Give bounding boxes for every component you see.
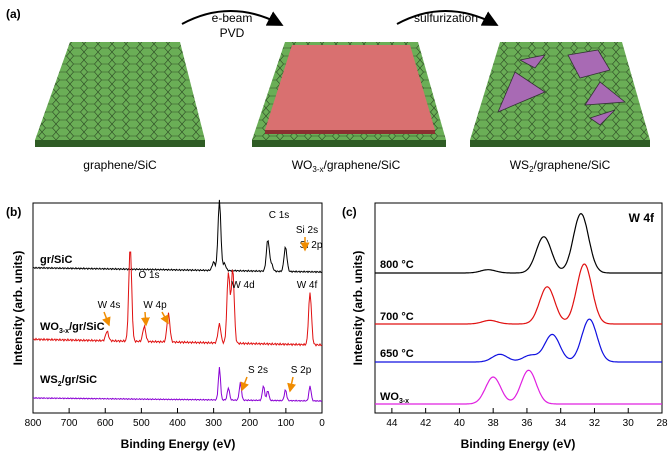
- hr-trace: [375, 212, 662, 274]
- ws2-graphene-sheet: [470, 42, 650, 147]
- peak-label-w4p: W 4p: [143, 300, 167, 311]
- xtick-label-b: 700: [61, 418, 78, 429]
- peak-label-si2s: Si 2s: [296, 225, 318, 236]
- xtick-label-b: 100: [278, 418, 295, 429]
- peak-arrows: [102, 237, 310, 393]
- xtick-label-b: 300: [205, 418, 222, 429]
- hr-trace: [375, 263, 662, 325]
- arrow-w4p-1: [140, 311, 150, 327]
- step1-line1: e-beam: [212, 11, 253, 25]
- trace-label-700: 700 °C: [380, 311, 414, 323]
- caption-ws2: WS2/graphene/SiC: [510, 158, 611, 174]
- arrow-w4p-2: [160, 311, 169, 325]
- ws2-flake: [584, 81, 627, 106]
- wo3-film: [265, 45, 435, 130]
- panel-b-label: (b): [6, 205, 21, 219]
- plot-b-ylabel: Intensity (arb. units): [11, 251, 25, 366]
- plot-c-ylabel: Intensity (arb. units): [351, 251, 365, 366]
- wo3-graphene-sheet: [252, 42, 446, 147]
- ws2-flake: [497, 71, 546, 113]
- panel-c-label: (c): [342, 205, 357, 219]
- survey-trace: [32, 199, 323, 274]
- survey-trace: [32, 366, 323, 403]
- peak-label-w4d: W 4d: [231, 280, 254, 291]
- plot-b-xaxis: 800 700 600 500 400 300 200 100 0: [25, 408, 325, 429]
- xtick-label-c: 34: [555, 418, 567, 429]
- xtick-label-b: 0: [319, 418, 325, 429]
- plot-c-xlabel: Binding Energy (eV): [461, 437, 576, 451]
- hr-trace: [375, 369, 662, 405]
- plot-c-frame: [374, 202, 663, 414]
- xtick-label-c: 42: [420, 418, 432, 429]
- step1-line2: PVD: [220, 26, 245, 40]
- xtick-label-b: 400: [169, 418, 186, 429]
- hr-trace: [375, 318, 662, 363]
- caption-wo3: WO3-x/graphene/SiC: [292, 158, 401, 174]
- peak-label-si2p: Si 2p: [300, 240, 323, 251]
- xtick-label-c: 40: [454, 418, 466, 429]
- xtick-label-c: 36: [521, 418, 533, 429]
- peak-label-s2p: S 2p: [291, 365, 312, 376]
- peak-label-s2s: S 2s: [248, 365, 268, 376]
- trace-label-650: 650 °C: [380, 348, 414, 360]
- xtick-label-c: 38: [488, 418, 500, 429]
- peak-label-o1s: O 1s: [138, 270, 159, 281]
- plot-b-traces: [32, 199, 323, 403]
- xtick-label-c: 32: [589, 418, 601, 429]
- xtick-label-b: 500: [133, 418, 150, 429]
- process-arrow-pvd: [181, 10, 284, 26]
- xtick-label-b: 600: [97, 418, 114, 429]
- sample-label-wo3: WO3-x/gr/SiC: [40, 321, 105, 335]
- panel-a-label: (a): [6, 7, 21, 21]
- plot-b-xlabel: Binding Energy (eV): [121, 437, 236, 451]
- plot-c-title: W 4f: [629, 211, 655, 225]
- xtick-label-c: 28: [656, 418, 668, 429]
- plot-c-xaxis: 44 42 40 38 36 34 32 30 28: [386, 408, 668, 429]
- ws2-flake: [567, 49, 611, 79]
- survey-trace: [32, 251, 323, 347]
- arrow-s2s: [240, 376, 249, 392]
- xtick-label-b: 200: [241, 418, 258, 429]
- peak-label-w4f: W 4f: [297, 280, 318, 291]
- sample-label-ws2: WS2/gr/SiC: [40, 374, 97, 388]
- xtick-label-c: 30: [623, 418, 635, 429]
- step2-label: sulfurization: [414, 11, 478, 25]
- peak-label-c1s: C 1s: [269, 210, 290, 221]
- ws2-flake: [518, 54, 546, 69]
- peak-label-w4s: W 4s: [98, 300, 121, 311]
- graphene-sheet: [35, 42, 205, 147]
- plot-c-traces: [375, 212, 662, 405]
- process-arrow-sulfurization: [396, 10, 499, 26]
- trace-label-800: 800 °C: [380, 259, 414, 271]
- ws2-flake: [589, 109, 616, 126]
- xtick-label-b: 800: [25, 418, 42, 429]
- sample-label-gr: gr/SiC: [40, 254, 72, 266]
- arrow-s2p: [287, 376, 296, 393]
- caption-graphene: graphene/SiC: [83, 158, 157, 172]
- xtick-label-c: 44: [386, 418, 398, 429]
- arrow-w4s: [102, 311, 111, 327]
- trace-label-wo3: WO3-x: [380, 391, 409, 405]
